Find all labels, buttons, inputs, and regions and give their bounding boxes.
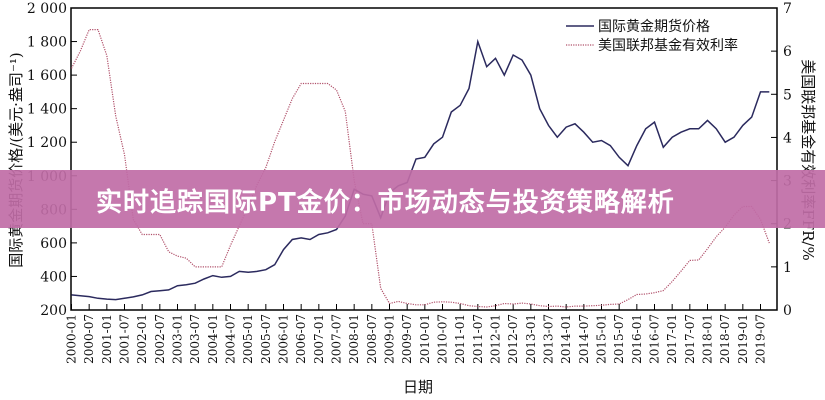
legend-label-ffr: 美国联邦基金有效利率 [598, 37, 738, 54]
x-tick-label: 2012-01 [489, 314, 503, 364]
y-left-tick-label: 2 000 [27, 1, 67, 17]
x-tick-label: 2010-01 [418, 314, 432, 364]
x-tick-label: 2016-01 [630, 314, 644, 364]
x-tick-label: 2017-07 [683, 314, 697, 364]
title-banner: 实时追踪国际PT金价：市场动态与投资策略解析 [0, 170, 825, 228]
y-axis-left-title: 国际黄金期货价格/(美元·盎司⁻¹) [7, 52, 25, 267]
banner-title: 实时追踪国际PT金价：市场动态与投资策略解析 [96, 188, 675, 218]
legend-label-gold: 国际黄金期货价格 [598, 18, 710, 35]
y-right-tick-label: 1 [783, 260, 792, 276]
x-tick-label: 2002-01 [135, 314, 149, 364]
y-axis-right-title: 美国联邦基金有效利率FFR/% [799, 59, 817, 260]
x-tick-label: 2014-07 [577, 314, 591, 364]
x-tick-label: 2000-07 [82, 314, 96, 364]
y-right-tick-label: 5 [783, 87, 792, 103]
x-tick-label: 2015-01 [595, 314, 609, 364]
legend: 国际黄金期货价格 美国联邦基金有效利率 [566, 18, 738, 54]
y-left-tick-label: 600 [40, 236, 67, 252]
x-tick-label: 2003-07 [188, 314, 202, 364]
x-tick-label: 2008-07 [365, 314, 379, 364]
x-tick-label: 2006-07 [294, 314, 308, 364]
x-axis-title: 日期 [403, 378, 433, 396]
x-tick-label: 2013-07 [542, 314, 556, 364]
y-left-tick-label: 1 800 [27, 35, 67, 51]
x-tick-label: 2018-07 [718, 314, 732, 364]
x-tick-label: 2001-01 [100, 314, 114, 364]
x-tick-label: 2016-07 [648, 314, 662, 364]
x-tick-label: 2006-01 [277, 314, 291, 364]
x-tick-label: 2000-01 [65, 314, 79, 364]
x-tick-label: 2019-01 [736, 314, 750, 364]
y-left-tick-label: 1 400 [27, 102, 67, 118]
x-tick-label: 2009-01 [383, 314, 397, 364]
x-tick-label: 2007-07 [330, 314, 344, 364]
x-tick-label: 2009-07 [400, 314, 414, 364]
y-left-tick-label: 400 [40, 269, 67, 285]
y-right-tick-label: 4 [783, 130, 792, 146]
x-tick-label: 2008-01 [347, 314, 361, 364]
y-left-tick-label: 200 [40, 303, 67, 319]
x-tick-label: 2019-07 [754, 314, 768, 364]
x-axis: 2000-01 2000-07 2001-01 2001-07 2002-01 2002-… [65, 304, 768, 364]
x-tick-label: 2017-01 [665, 314, 679, 364]
y-left-tick-label: 1 200 [27, 135, 67, 151]
x-tick-label: 2013-01 [524, 314, 538, 364]
x-tick-label: 2011-01 [453, 314, 467, 364]
y-left-tick-label: 1 600 [27, 68, 67, 84]
y-right-tick-label: 6 [783, 44, 792, 60]
y-right-tick-label: 0 [783, 303, 792, 319]
x-tick-label: 2007-01 [312, 314, 326, 364]
x-tick-label: 2010-07 [436, 314, 450, 364]
plot-frame [70, 7, 778, 311]
x-tick-label: 2005-01 [241, 314, 255, 364]
series-line-1 [70, 29, 770, 308]
x-tick-label: 2004-01 [206, 314, 220, 364]
x-tick-label: 2018-01 [701, 314, 715, 364]
x-tick-label: 2011-07 [471, 314, 485, 364]
right-axis: 01234567 [771, 1, 792, 319]
y-right-tick-label: 7 [783, 1, 792, 17]
x-tick-label: 2003-01 [171, 314, 185, 364]
x-tick-label: 2005-07 [259, 314, 273, 364]
x-tick-label: 2001-07 [118, 314, 132, 364]
x-tick-label: 2004-07 [224, 314, 238, 364]
series-lines [70, 29, 770, 308]
x-tick-label: 2002-07 [153, 314, 167, 364]
x-tick-label: 2014-01 [559, 314, 573, 364]
series-line-0 [71, 38, 770, 301]
x-tick-label: 2015-07 [612, 314, 626, 364]
x-tick-label: 2012-07 [506, 314, 520, 364]
